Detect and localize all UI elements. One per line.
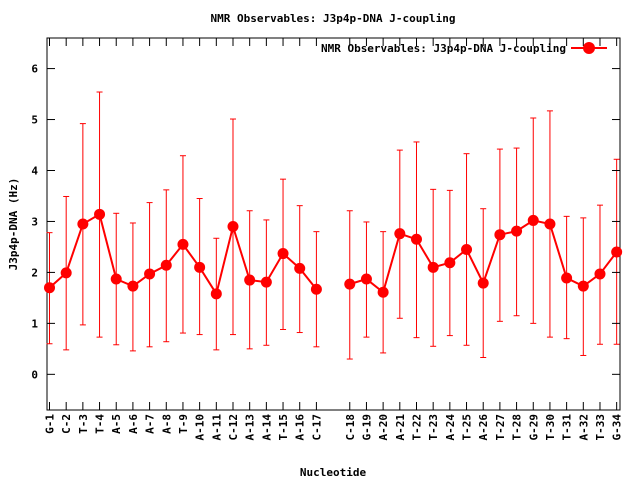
data-point	[377, 286, 389, 298]
y-tick-label: 4	[31, 164, 38, 177]
y-tick-label: 2	[31, 266, 38, 279]
data-point	[410, 233, 422, 245]
data-point	[77, 218, 89, 230]
x-tick-label: T-3	[77, 414, 90, 434]
data-point	[244, 274, 256, 286]
x-tick-label: A-24	[444, 414, 457, 441]
data-point	[127, 280, 139, 292]
data-point	[144, 268, 156, 280]
plot-frame	[46, 37, 621, 411]
data-point	[427, 261, 439, 273]
y-axis: 0 1 2 3 4 5 6	[31, 63, 620, 381]
data-point	[477, 277, 489, 289]
y-axis-label: J3p4p-DNA (Hz)	[7, 178, 20, 271]
data-point	[544, 218, 556, 230]
data-point	[577, 280, 589, 292]
x-tick-label: T-15	[277, 414, 290, 441]
x-tick-label: T-27	[494, 414, 507, 441]
x-tick-label: T-33	[594, 414, 607, 441]
x-tick-label: T-9	[177, 414, 190, 434]
y-tick-label: 0	[31, 368, 38, 381]
x-tick-label: A-11	[210, 414, 223, 441]
data-point	[611, 246, 623, 258]
x-tick-label: A-21	[394, 414, 407, 441]
y-tick-label: 1	[31, 317, 38, 330]
data-point	[444, 257, 456, 269]
data-point	[594, 268, 606, 280]
x-tick-label: C-12	[227, 414, 240, 441]
x-tick-label: A-26	[477, 414, 490, 441]
y-tick-label: 3	[31, 215, 38, 228]
data-point	[110, 273, 122, 285]
x-tick-label: A-13	[244, 414, 257, 441]
data-point	[277, 248, 289, 260]
x-tick-label: A-20	[377, 414, 390, 441]
data-point	[294, 262, 306, 274]
data-point	[94, 208, 106, 220]
x-tick-label: A-32	[577, 414, 590, 441]
data-point	[394, 228, 406, 240]
x-tick-label: T-23	[427, 414, 440, 441]
data-point	[310, 283, 322, 295]
x-tick-label: G-19	[360, 414, 373, 441]
data-point	[344, 278, 356, 290]
x-tick-label: G-34	[611, 414, 624, 441]
legend-label: NMR Observables: J3p4p-DNA J-coupling	[321, 42, 566, 55]
x-tick-label: A-8	[160, 414, 173, 434]
x-axis: G-1 C-2 T-3 T-4 A-5 A-6 A-7 A-8 T-9 A-10 A-11 C-12 A…	[44, 38, 624, 441]
y-tick-label: 5	[31, 114, 38, 127]
x-tick-label: T-30	[544, 414, 557, 441]
x-tick-label: C-2	[60, 414, 73, 434]
x-tick-label: A-14	[260, 414, 273, 441]
data-point	[461, 243, 473, 255]
data-point	[494, 229, 506, 241]
data-point	[511, 225, 523, 237]
data-point	[527, 214, 539, 226]
x-tick-label: T-31	[561, 414, 574, 441]
x-tick-label: C-17	[310, 414, 323, 441]
data-point	[360, 273, 372, 285]
x-tick-label: T-4	[94, 414, 107, 434]
x-tick-label: T-25	[461, 414, 474, 441]
legend: NMR Observables: J3p4p-DNA J-coupling	[321, 42, 607, 55]
data-point	[227, 221, 239, 233]
data-point	[194, 261, 206, 273]
x-tick-label: A-7	[144, 414, 157, 434]
data-point	[177, 238, 189, 250]
data-point	[60, 267, 72, 279]
data-point	[160, 259, 172, 271]
chart-title: NMR Observables: J3p4p-DNA J-coupling	[210, 12, 455, 25]
x-axis-label: Nucleotide	[300, 466, 367, 479]
x-tick-label: C-18	[344, 414, 357, 441]
data-point	[44, 282, 56, 294]
x-tick-label: A-6	[127, 414, 140, 434]
x-tick-label: A-10	[194, 414, 207, 441]
x-tick-label: T-22	[410, 414, 423, 441]
x-tick-label: T-28	[511, 414, 524, 441]
legend-marker	[583, 42, 595, 54]
x-tick-label: A-16	[294, 414, 307, 441]
data-point	[260, 276, 272, 288]
data-point	[210, 288, 222, 300]
data-point	[561, 272, 573, 284]
x-tick-label: A-5	[110, 414, 123, 434]
data-points	[44, 208, 623, 300]
x-tick-label: G-1	[44, 414, 57, 434]
x-tick-label: G-29	[527, 414, 540, 441]
y-tick-label: 6	[31, 63, 38, 76]
